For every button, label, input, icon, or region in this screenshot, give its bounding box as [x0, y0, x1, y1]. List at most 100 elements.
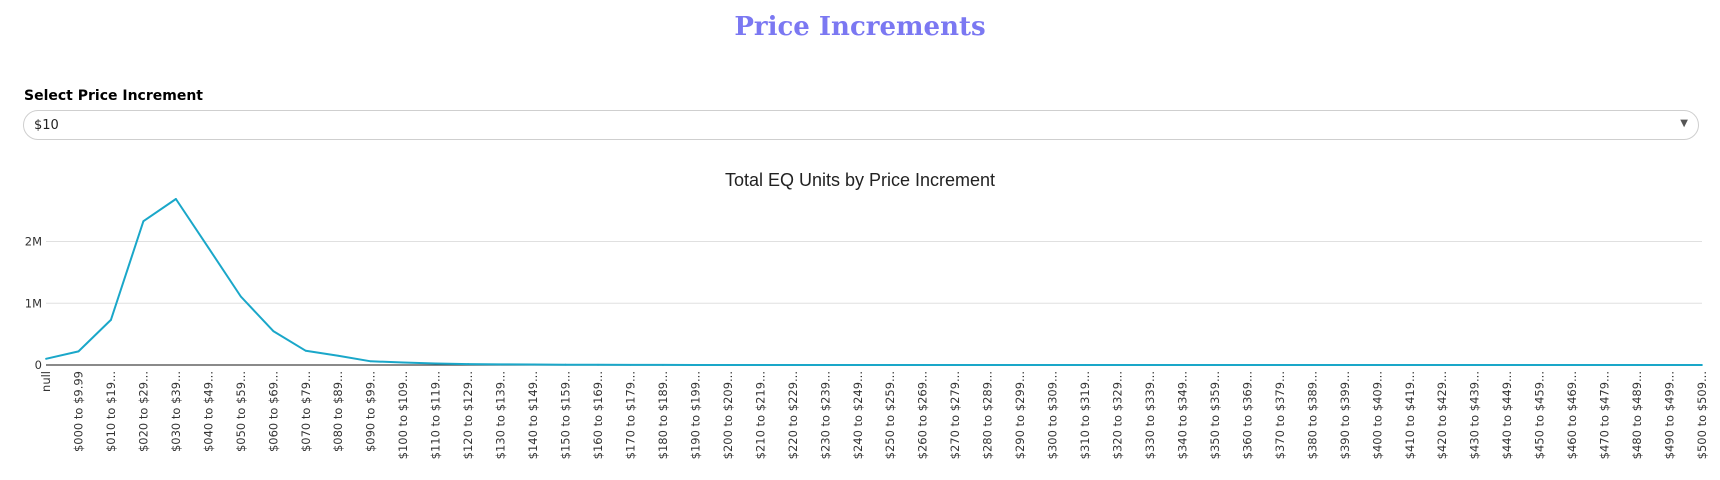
data-point	[597, 363, 599, 366]
x-tick-label: $170 to $179...	[623, 371, 637, 459]
x-tick-label: $040 to $49...	[201, 371, 215, 452]
x-tick-label: $030 to $39...	[169, 371, 183, 452]
x-tick-label: $000 to $9.99	[71, 371, 85, 452]
x-tick-label: $230 to $239...	[818, 371, 832, 459]
y-tick-label: 1M	[25, 296, 42, 310]
x-tick-label: $110 to $119...	[429, 371, 443, 459]
x-tick-label: $060 to $69...	[266, 371, 280, 452]
x-tick-label: $120 to $129...	[461, 371, 475, 459]
data-point	[142, 220, 145, 223]
data-point	[662, 364, 664, 366]
x-tick-label: $370 to $379...	[1273, 371, 1287, 459]
data-point	[889, 364, 892, 366]
x-tick-label: $240 to $249...	[851, 371, 865, 459]
y-tick-label: 2M	[25, 235, 42, 249]
data-point	[1149, 364, 1151, 366]
page-title: Price Increments	[734, 12, 986, 42]
x-tick-label: $140 to $149...	[526, 371, 540, 459]
x-tick-label: $260 to $269...	[916, 371, 930, 459]
x-tick-label: $070 to $79...	[299, 371, 313, 452]
series-line	[45, 198, 1702, 366]
data-point	[1343, 364, 1346, 366]
x-tick-label: $360 to $369...	[1240, 371, 1254, 459]
y-tick-label: 0	[35, 358, 42, 372]
x-tick-label: $190 to $199...	[688, 371, 702, 459]
data-point	[1246, 364, 1249, 366]
x-tick-label: $160 to $169...	[591, 371, 605, 459]
price-increment-value: $10	[34, 118, 59, 133]
data-point	[1116, 364, 1119, 366]
data-point	[1278, 364, 1281, 366]
data-point	[1181, 364, 1184, 366]
x-tick-label: $420 to $429...	[1435, 371, 1449, 459]
data-point	[110, 319, 112, 321]
x-tick-label: $430 to $439...	[1468, 371, 1482, 459]
data-point	[174, 198, 177, 200]
line-chart: Total EQ Units by Price Increment 0 1M 2M nu…	[25, 170, 1709, 459]
x-tick-label: $460 to $469...	[1565, 371, 1579, 459]
x-tick-label: $180 to $189...	[656, 371, 670, 459]
chart-title: Total EQ Units by Price Increment	[725, 170, 995, 190]
data-point	[1084, 364, 1086, 366]
data-point	[402, 361, 405, 364]
data-point	[1538, 364, 1541, 366]
data-point	[45, 357, 47, 360]
data-point	[1506, 364, 1509, 366]
x-tick-label: $290 to $299...	[1013, 371, 1027, 459]
data-point	[1311, 364, 1314, 366]
x-tick-label: $470 to $479...	[1598, 371, 1612, 459]
x-tick-label: $270 to $279...	[948, 371, 962, 459]
data-point	[499, 363, 502, 366]
data-point	[986, 364, 989, 366]
x-tick-label: $410 to $419...	[1403, 371, 1417, 459]
data-point	[1376, 364, 1379, 366]
data-point	[726, 364, 729, 366]
data-point	[239, 295, 242, 298]
x-tick-label: $380 to $389...	[1305, 371, 1319, 459]
x-tick-label: null	[39, 371, 53, 392]
data-point	[304, 349, 307, 352]
x-tick-label: $340 to $349...	[1175, 371, 1189, 459]
x-tick-label: $050 to $59...	[234, 371, 248, 452]
data-point	[1441, 364, 1444, 366]
price-increment-select[interactable]: $10 ▼	[23, 110, 1699, 140]
data-point	[1214, 364, 1216, 366]
data-point	[1473, 364, 1476, 366]
caret-down-icon[interactable]: ▼	[1680, 118, 1688, 129]
x-tick-label: $310 to $319...	[1078, 371, 1092, 459]
data-point	[77, 350, 80, 353]
data-point	[791, 364, 794, 366]
data-point	[1668, 364, 1671, 366]
x-tick-label: $280 to $289...	[981, 371, 995, 459]
data-point	[1051, 364, 1054, 366]
x-tick-label: $020 to $29...	[136, 371, 150, 452]
data-point	[629, 363, 632, 366]
x-tick-label: $080 to $89...	[331, 371, 345, 452]
data-point	[1019, 364, 1022, 366]
data-point	[337, 354, 340, 357]
x-tick-label: $130 to $139...	[494, 371, 508, 459]
x-tick-label: $220 to $229...	[786, 371, 800, 459]
x-tick-label: $490 to $499...	[1663, 371, 1677, 459]
x-tick-label: $250 to $259...	[883, 371, 897, 459]
x-tick-label: $480 to $489...	[1630, 371, 1644, 459]
data-point	[564, 363, 567, 366]
data-point	[434, 362, 437, 365]
data-point	[824, 364, 827, 366]
x-tick-label: $150 to $159...	[559, 371, 573, 459]
data-point	[467, 363, 470, 365]
data-point	[272, 330, 275, 332]
x-tick-label: $350 to $359...	[1208, 371, 1222, 459]
data-point	[369, 360, 372, 363]
data-point	[694, 364, 697, 366]
data-point	[921, 364, 924, 366]
price-increment-label: Select Price Increment	[24, 88, 203, 104]
data-point	[1701, 364, 1703, 366]
x-tick-label: $330 to $339...	[1143, 371, 1157, 459]
x-tick-label: $210 to $219...	[753, 371, 767, 459]
x-tick-label: $400 to $409...	[1370, 371, 1384, 459]
data-point	[856, 364, 859, 366]
x-tick-label: $450 to $459...	[1533, 371, 1547, 459]
data-point	[759, 364, 762, 366]
x-tick-label: $440 to $449...	[1500, 371, 1514, 459]
